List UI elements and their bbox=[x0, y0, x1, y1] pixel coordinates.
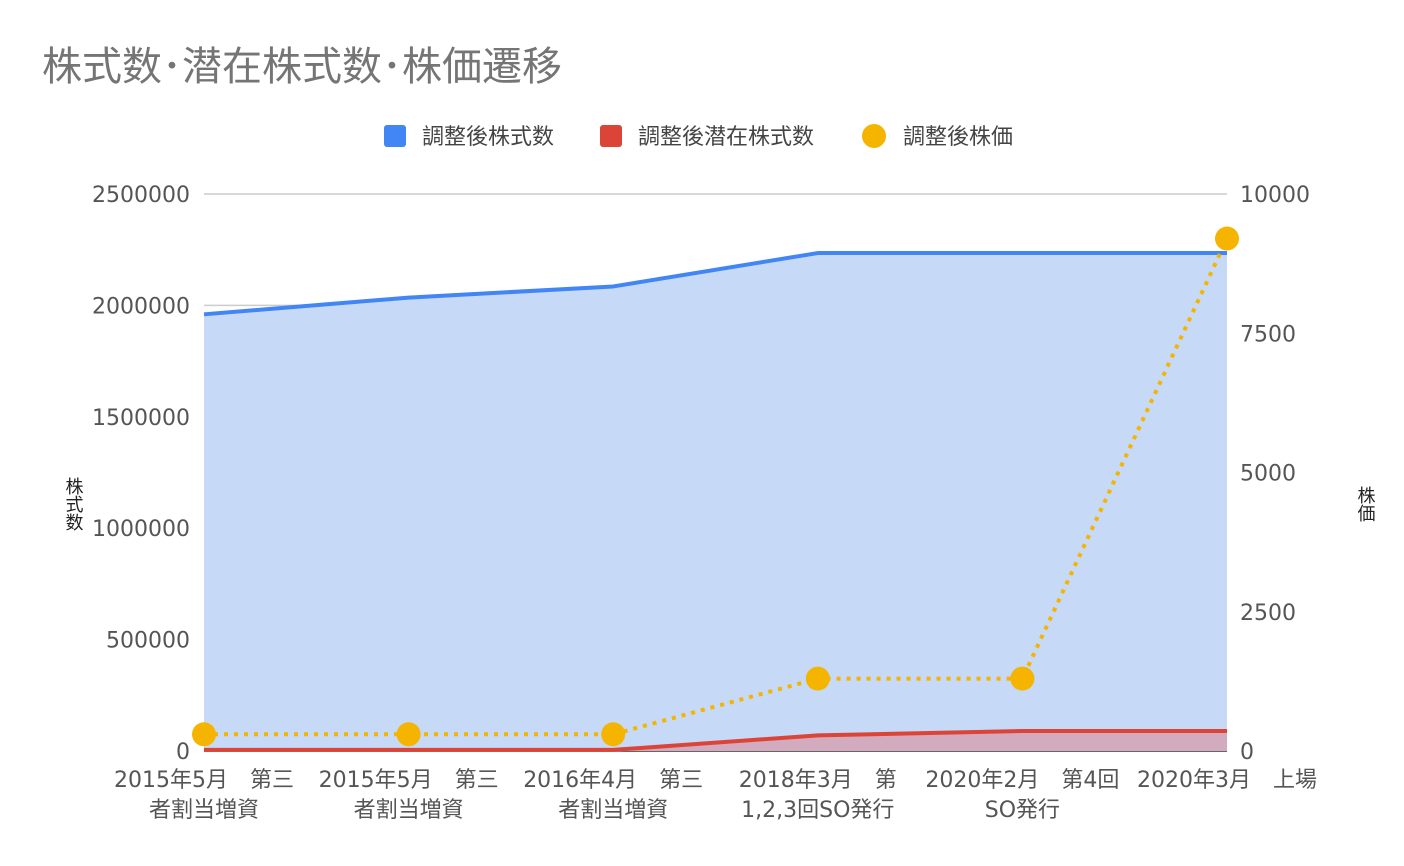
line-price bbox=[204, 237, 1229, 737]
y-right-tick-label: 10000 bbox=[1240, 183, 1310, 208]
x-tick-label: 1,2,3回SO発行 bbox=[741, 798, 894, 823]
y-axis-left-title: 株式数 bbox=[63, 477, 84, 531]
y-left-tick-label: 2500000 bbox=[92, 183, 190, 208]
y-left-tick-label: 500000 bbox=[106, 629, 190, 654]
price-points bbox=[192, 226, 1239, 747]
y-left-tick-label: 1500000 bbox=[92, 406, 190, 431]
x-tick-label: 2016年4月 第三 bbox=[523, 768, 703, 793]
legend-label-price: 調整後株価 bbox=[903, 125, 1013, 150]
x-tick-label: 者割当増資 bbox=[149, 798, 259, 823]
legend-swatch-shares bbox=[384, 125, 406, 147]
series-lines bbox=[203, 237, 1229, 752]
x-tick-label: 者割当増資 bbox=[558, 798, 668, 823]
y-right-tick-label: 0 bbox=[1240, 740, 1254, 765]
y-axis-right-title: 株価 bbox=[1355, 486, 1376, 522]
x-tick-label: 2020年3月 上場 bbox=[1137, 768, 1317, 793]
legend-label-shares: 調整後株式数 bbox=[422, 125, 554, 150]
y-right-tick-label: 2500 bbox=[1240, 601, 1296, 626]
y-left-tick-label: 1000000 bbox=[92, 517, 190, 542]
y-axis-right: 10000 7500 5000 2500 0 bbox=[1240, 183, 1310, 765]
price-point bbox=[396, 722, 421, 747]
legend-swatch-potential-shares bbox=[600, 125, 622, 147]
y-left-tick-label: 0 bbox=[176, 740, 190, 765]
price-point bbox=[601, 722, 626, 747]
price-point bbox=[1215, 226, 1239, 251]
y-right-tick-label: 5000 bbox=[1240, 462, 1296, 487]
price-point bbox=[1010, 666, 1035, 691]
legend: 調整後株式数 調整後潜在株式数 調整後株価 bbox=[384, 124, 1013, 150]
area-shares bbox=[204, 253, 1227, 752]
chart-title: 株式数･潜在株式数･株価遷移 bbox=[42, 44, 562, 90]
x-tick-label: SO発行 bbox=[985, 798, 1060, 823]
x-tick-label: 2015年5月 第三 bbox=[114, 768, 294, 793]
x-tick-label: 2018年3月 第 bbox=[739, 768, 897, 793]
line-potential-shares bbox=[204, 728, 1227, 752]
price-point bbox=[192, 722, 216, 747]
y-right-tick-label: 7500 bbox=[1240, 322, 1296, 347]
x-tick-label: 2020年2月 第4回 bbox=[925, 768, 1119, 793]
area-potential-shares bbox=[204, 730, 1227, 751]
legend-label-potential-shares: 調整後潜在株式数 bbox=[638, 125, 814, 150]
legend-marker-price bbox=[862, 124, 886, 148]
price-point bbox=[805, 666, 830, 691]
series-areas bbox=[204, 253, 1227, 752]
line-shares bbox=[203, 251, 1227, 317]
y-axis-left: 2500000 2000000 1500000 1000000 500000 0 bbox=[92, 183, 190, 765]
x-tick-label: 2015年5月 第三 bbox=[319, 768, 499, 793]
x-tick-label: 者割当増資 bbox=[354, 798, 464, 823]
y-left-tick-label: 2000000 bbox=[92, 294, 190, 319]
